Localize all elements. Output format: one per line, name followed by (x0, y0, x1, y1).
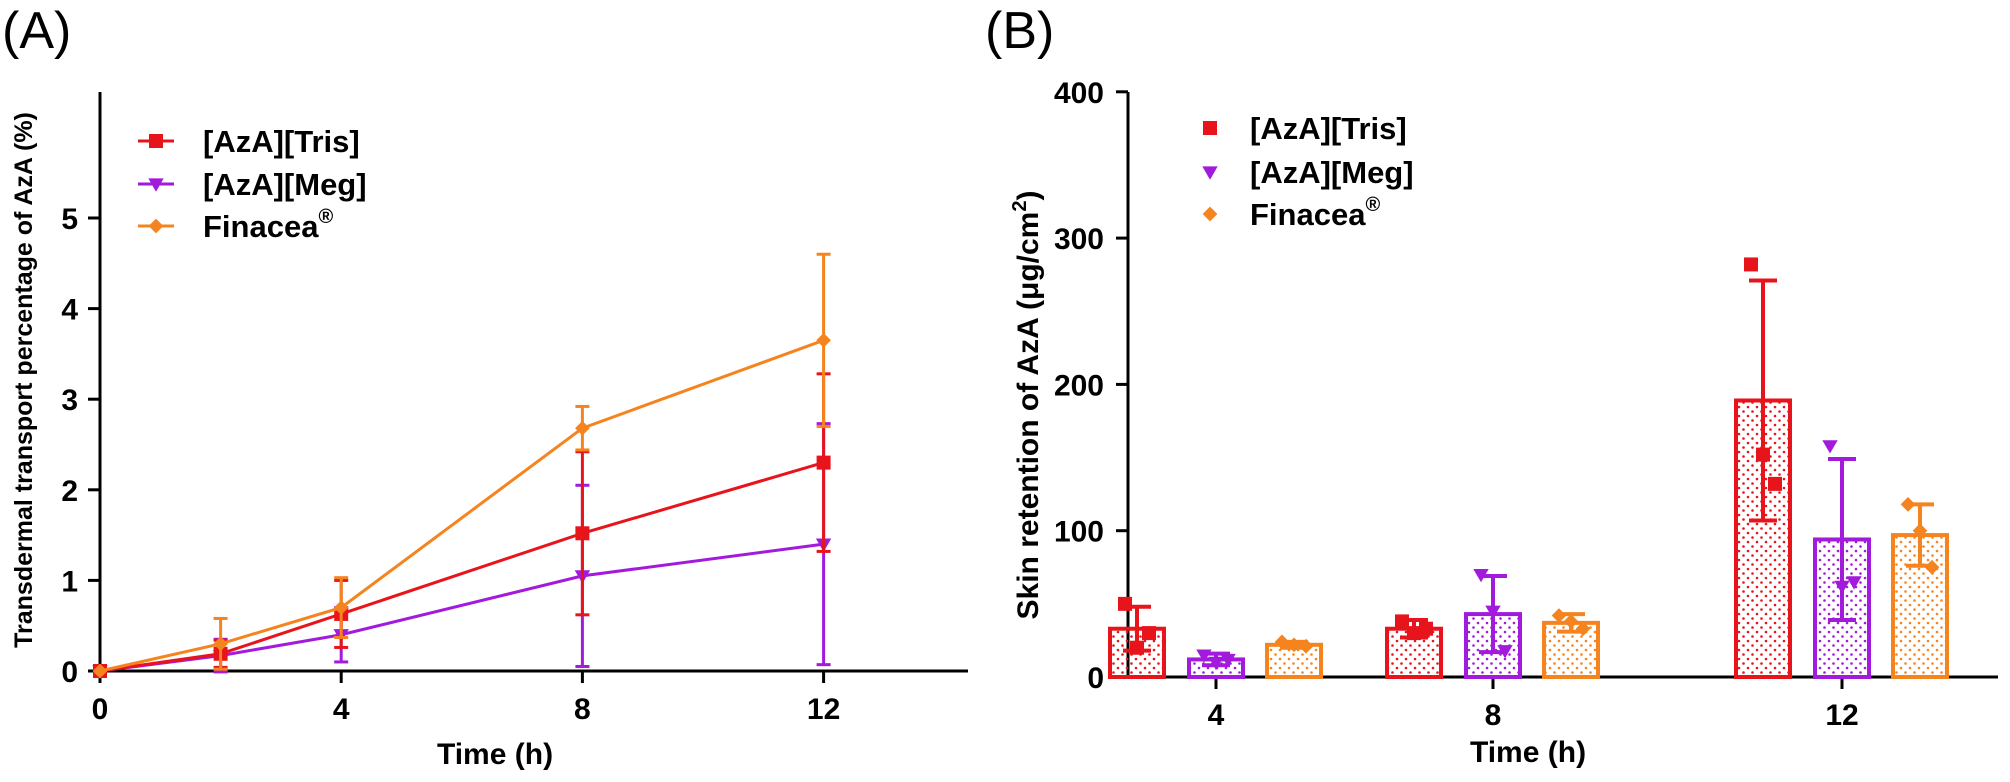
series-square (93, 372, 831, 678)
replicate-point (1473, 568, 1489, 583)
data-point (92, 663, 108, 679)
x-tick-label: 4 (1208, 699, 1225, 732)
data-point (816, 332, 831, 348)
replicate-point (1118, 596, 1132, 611)
legend-marker (149, 134, 163, 148)
replicate-point (1196, 649, 1212, 663)
panel-b-x-axis-title: Time (h) (1470, 736, 1586, 769)
series-line (99, 461, 825, 673)
legend-label: Finacea® (1250, 194, 1380, 232)
x-tick-label: 8 (574, 693, 591, 726)
bar-series-square (1108, 257, 1792, 680)
replicate-point (1274, 634, 1290, 650)
replicate-point (1419, 621, 1433, 636)
legend-label: [AzA][Meg] (1250, 155, 1414, 190)
replicate-point (1575, 621, 1591, 637)
data-point (213, 636, 228, 652)
series-triangle-down (92, 422, 832, 679)
data-point (575, 526, 590, 541)
y-tick-label: 5 (61, 203, 78, 236)
replicate-point (1744, 257, 1758, 272)
panel-a-label: (A) (2, 2, 71, 60)
panel-a-x-axis-title: Time (h) (437, 738, 553, 771)
replicate-point (1407, 626, 1421, 641)
y-tick-label: 300 (1054, 223, 1104, 256)
data-point (575, 420, 590, 436)
replicate-point (1497, 645, 1513, 659)
series-line (99, 338, 825, 673)
replicate-point (1551, 608, 1567, 623)
legend-label: [AzA][Tris] (1250, 111, 1407, 146)
legend-marker (1203, 121, 1217, 135)
replicate-point (1395, 614, 1409, 629)
x-tick-label: 12 (1825, 699, 1858, 732)
replicate-point (1912, 523, 1928, 539)
replicate-point (1924, 559, 1940, 575)
legend-marker (1202, 206, 1218, 222)
y-tick-label: 400 (1054, 77, 1104, 110)
data-point (816, 455, 831, 470)
replicate-point (1286, 637, 1302, 653)
replicate-point (1846, 576, 1862, 590)
replicate-point (1130, 640, 1144, 655)
x-tick-label: 8 (1485, 699, 1502, 732)
y-tick-label: 3 (61, 384, 78, 417)
y-tick-label: 4 (61, 294, 78, 327)
data-point (333, 600, 349, 615)
bar-series-diamond (1265, 497, 1949, 680)
legend-label: Finacea® (203, 206, 333, 244)
bar-series-triangle-down (1187, 440, 1871, 680)
x-tick-label: 12 (807, 693, 840, 726)
y-tick-label: 0 (1087, 662, 1104, 695)
y-tick-label: 2 (61, 475, 78, 508)
replicate-point (1756, 447, 1770, 462)
replicate-point (1834, 580, 1850, 594)
legend-marker (1202, 166, 1218, 180)
legend-label: [AzA][Meg] (203, 167, 367, 202)
legend-marker (148, 218, 164, 234)
replicate-point (1822, 440, 1838, 454)
panel-b-y-axis-title: Skin retention of AzA (μg/cm2) (1009, 191, 1045, 620)
x-tick-label: 0 (92, 693, 109, 726)
replicate-point (1563, 614, 1579, 629)
replicate-point (1768, 476, 1782, 491)
panel-b-label: (B) (985, 2, 1054, 60)
y-tick-label: 200 (1054, 369, 1104, 402)
replicate-point (1220, 653, 1236, 668)
legend-label: [AzA][Tris] (203, 124, 360, 159)
series-diamond (92, 252, 831, 679)
y-tick-label: 0 (61, 656, 78, 689)
y-tick-label: 100 (1054, 516, 1104, 549)
panel-b: (B) 0 100 200 300 400 4 8 12 Time (h) Skin ret… (985, 2, 1998, 769)
series-line (99, 542, 824, 673)
y-tick-label: 1 (61, 565, 78, 598)
replicate-point (1142, 626, 1156, 641)
x-tick-label: 4 (333, 693, 350, 726)
replicate-point (1485, 605, 1501, 619)
replicate-point (1900, 497, 1916, 512)
legend-marker (148, 178, 164, 192)
replicate-point (1298, 638, 1314, 654)
replicate-point (1208, 656, 1224, 671)
panel-a-y-axis-title: Transdermal transport percentage of AzA … (10, 112, 38, 648)
